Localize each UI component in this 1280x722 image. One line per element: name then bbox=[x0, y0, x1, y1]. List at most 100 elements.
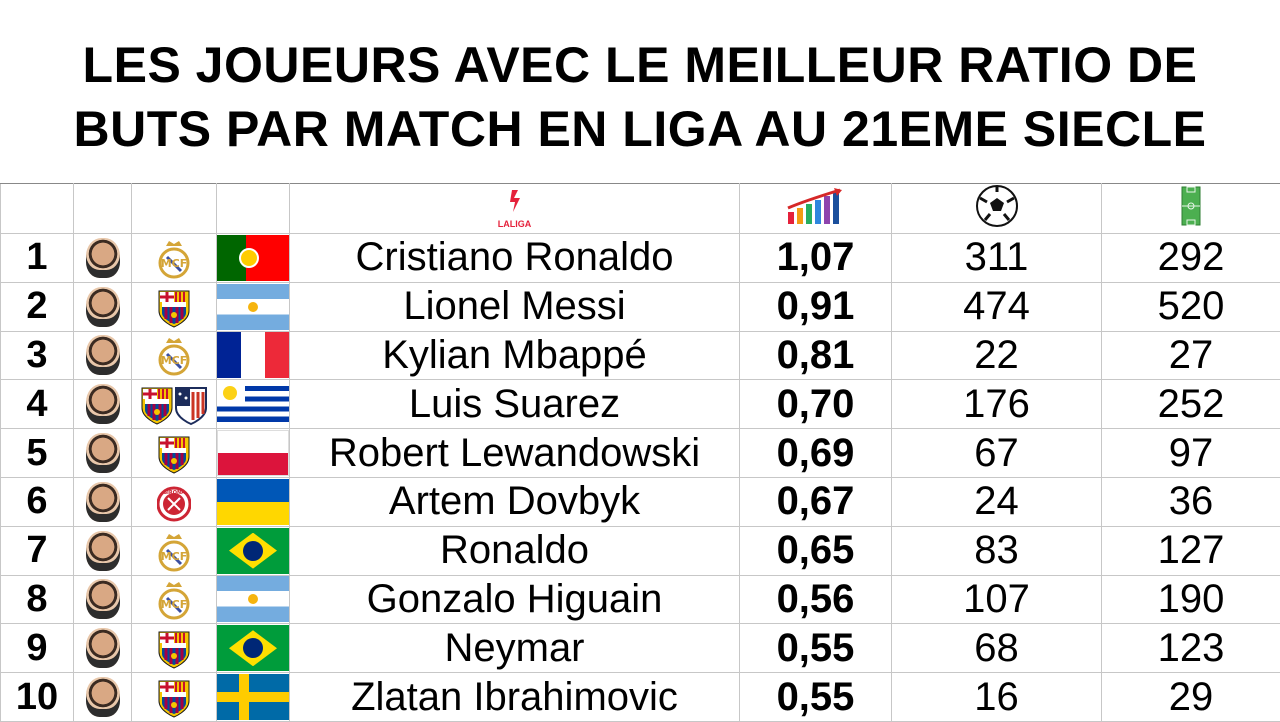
ratio-cell: 0,69 bbox=[740, 429, 892, 478]
club-cell bbox=[132, 282, 217, 331]
avatar-cell bbox=[74, 575, 132, 624]
goals-cell: 83 bbox=[892, 526, 1102, 575]
laliga-logo-icon bbox=[503, 188, 527, 214]
avatar-cell bbox=[74, 331, 132, 380]
ratio-cell: 0,67 bbox=[740, 477, 892, 526]
barcelona-crest-icon bbox=[157, 289, 191, 329]
ratio-cell: 0,91 bbox=[740, 282, 892, 331]
goals-cell: 16 bbox=[892, 673, 1102, 722]
svg-text:MCF: MCF bbox=[161, 354, 188, 367]
flag-fr-icon bbox=[217, 332, 289, 378]
title-text: LES JOUEURS AVEC LE MEILLEUR RATIO DE BU… bbox=[74, 33, 1207, 161]
player-name: Kylian Mbappé bbox=[290, 331, 740, 380]
club-cell: MCF bbox=[132, 575, 217, 624]
ratio-cell: 0,55 bbox=[740, 673, 892, 722]
ratio-cell: 0,65 bbox=[740, 526, 892, 575]
matches-cell: 29 bbox=[1102, 673, 1280, 722]
rank-cell: 2 bbox=[1, 282, 74, 331]
page-title: LES JOUEURS AVEC LE MEILLEUR RATIO DE BU… bbox=[0, 0, 1280, 184]
title-line-2: BUTS PAR MATCH EN LIGA AU 21EME SIECLE bbox=[74, 101, 1207, 157]
real-madrid-crest-icon: MCF bbox=[157, 337, 191, 377]
player-name: Artem Dovbyk bbox=[290, 477, 740, 526]
svg-text:MCF: MCF bbox=[161, 257, 188, 270]
goals-cell: 176 bbox=[892, 380, 1102, 429]
avatar-cell bbox=[74, 429, 132, 478]
header-avatar bbox=[74, 184, 132, 234]
club-cell bbox=[132, 673, 217, 722]
avatar-cell bbox=[74, 673, 132, 722]
matches-cell: 252 bbox=[1102, 380, 1280, 429]
rank-cell: 8 bbox=[1, 575, 74, 624]
player-name: Ronaldo bbox=[290, 526, 740, 575]
goals-cell: 22 bbox=[892, 331, 1102, 380]
matches-cell: 127 bbox=[1102, 526, 1280, 575]
club-cell bbox=[132, 380, 217, 429]
player-name: Gonzalo Higuain bbox=[290, 575, 740, 624]
football-icon bbox=[975, 184, 1019, 228]
ratio-cell: 0,56 bbox=[740, 575, 892, 624]
flag-cell bbox=[217, 234, 290, 283]
player-photo-icon bbox=[86, 677, 120, 717]
chart-icon bbox=[784, 186, 848, 226]
player-name: Zlatan Ibrahimovic bbox=[290, 673, 740, 722]
club-cell: MCF bbox=[132, 526, 217, 575]
rank-cell: 3 bbox=[1, 331, 74, 380]
player-photo-icon bbox=[86, 628, 120, 668]
header-flag bbox=[217, 184, 290, 234]
rank-cell: 6 bbox=[1, 477, 74, 526]
rank-cell: 5 bbox=[1, 429, 74, 478]
atletico-madrid-crest-icon bbox=[174, 386, 208, 426]
flag-cell bbox=[217, 575, 290, 624]
barcelona-crest-icon bbox=[157, 435, 191, 475]
svg-text:MCF: MCF bbox=[161, 598, 188, 611]
flag-cell bbox=[217, 282, 290, 331]
ranking-table: LALIGA bbox=[0, 183, 1280, 722]
rank-cell: 1 bbox=[1, 234, 74, 283]
flag-cell bbox=[217, 477, 290, 526]
player-photo-icon bbox=[86, 531, 120, 571]
svg-text:GIRONA: GIRONA bbox=[163, 490, 185, 496]
real-madrid-crest-icon: MCF bbox=[157, 533, 191, 573]
header-club bbox=[132, 184, 217, 234]
goals-cell: 107 bbox=[892, 575, 1102, 624]
player-name: Lionel Messi bbox=[290, 282, 740, 331]
league-label: LALIGA bbox=[290, 219, 739, 229]
club-cell: MCF bbox=[132, 234, 217, 283]
ratio-cell: 0,81 bbox=[740, 331, 892, 380]
goals-cell: 24 bbox=[892, 477, 1102, 526]
matches-cell: 123 bbox=[1102, 624, 1280, 673]
barcelona-crest-icon bbox=[157, 630, 191, 670]
goals-cell: 311 bbox=[892, 234, 1102, 283]
flag-cell bbox=[217, 429, 290, 478]
girona-crest-icon: GIRONA bbox=[157, 484, 191, 524]
ratio-cell: 0,55 bbox=[740, 624, 892, 673]
flag-uy-icon bbox=[217, 381, 289, 427]
svg-text:MCF: MCF bbox=[161, 550, 188, 563]
avatar-cell bbox=[74, 234, 132, 283]
flag-se-icon bbox=[217, 674, 289, 720]
header-ratio bbox=[740, 184, 892, 234]
matches-cell: 190 bbox=[1102, 575, 1280, 624]
header-matches bbox=[1102, 184, 1280, 234]
player-name: Cristiano Ronaldo bbox=[290, 234, 740, 283]
club-cell bbox=[132, 624, 217, 673]
player-name: Neymar bbox=[290, 624, 740, 673]
header-goals bbox=[892, 184, 1102, 234]
header-league: LALIGA bbox=[290, 184, 740, 234]
matches-cell: 97 bbox=[1102, 429, 1280, 478]
barcelona-crest-icon bbox=[140, 386, 174, 426]
goals-cell: 68 bbox=[892, 624, 1102, 673]
player-photo-icon bbox=[86, 335, 120, 375]
goals-cell: 67 bbox=[892, 429, 1102, 478]
club-cell bbox=[132, 429, 217, 478]
rank-cell: 7 bbox=[1, 526, 74, 575]
player-photo-icon bbox=[86, 384, 120, 424]
player-name: Luis Suarez bbox=[290, 380, 740, 429]
